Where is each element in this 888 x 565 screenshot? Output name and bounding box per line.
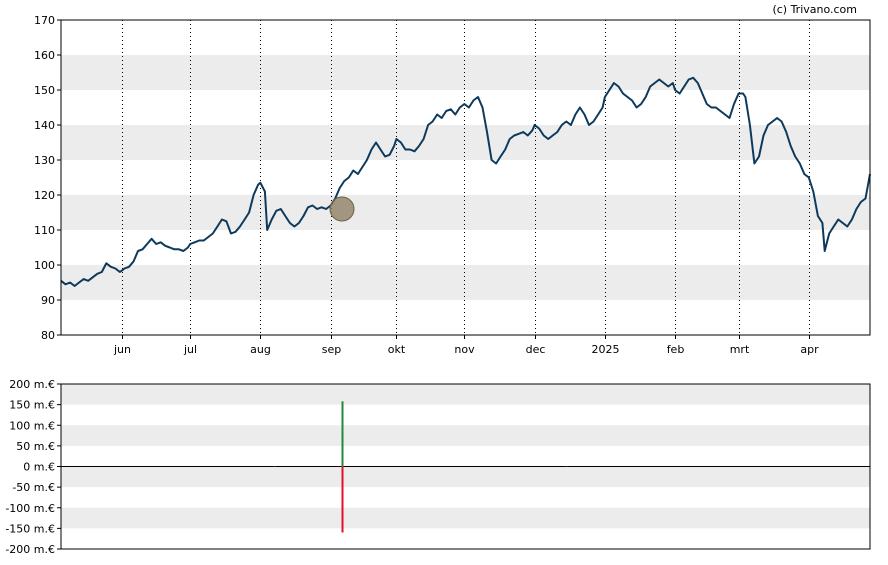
volume-y-tick-label: -200 m.€ (5, 543, 55, 556)
volume-bars (273, 401, 568, 533)
price-y-tick-label: 100 (34, 259, 55, 272)
price-series (60, 76, 871, 287)
volume-y-tick-label: -150 m.€ (5, 522, 55, 535)
price-x-tick-label: jul (183, 343, 197, 356)
volume-y-tick-label: 100 m.€ (9, 419, 55, 432)
price-line (60, 76, 871, 287)
price-y-tick-label: 140 (34, 119, 55, 132)
volume-y-tick-label: 200 m.€ (9, 378, 55, 391)
price-x-tick-label: jun (113, 343, 131, 356)
volume-y-tick-label: -50 m.€ (12, 481, 55, 494)
volume-y-tick-label: 50 m.€ (16, 440, 55, 453)
price-x-axis: jun jul aug sep okt nov dec 2025 feb mrt apr (113, 335, 819, 356)
price-x-tick-label: sep (322, 343, 341, 356)
price-band (61, 55, 870, 90)
volume-y-axis: 200 m.€ 150 m.€ 100 m.€ 50 m.€ 0 m.€ -50 m.€ -… (5, 378, 61, 556)
price-vertical-grid (122, 20, 810, 335)
price-band (61, 195, 870, 230)
price-y-tick-label: 160 (34, 49, 55, 62)
price-y-tick-label: 170 (34, 14, 55, 27)
volume-band (61, 384, 870, 405)
price-y-axis: 80 90 100 110 120 130 140 150 160 170 (34, 14, 61, 342)
price-x-tick-label: feb (667, 343, 685, 356)
price-band (61, 125, 870, 160)
volume-band (61, 425, 870, 446)
price-y-tick-label: 110 (34, 224, 55, 237)
price-y-tick-label: 90 (41, 294, 55, 307)
price-x-tick-label: apr (800, 343, 819, 356)
price-y-tick-label: 130 (34, 154, 55, 167)
price-x-tick-label: okt (388, 343, 406, 356)
price-marker-layer (329, 196, 355, 222)
price-bands (61, 55, 870, 300)
price-x-tick-label: mrt (730, 343, 750, 356)
price-x-tick-label: nov (454, 343, 475, 356)
volume-bands (61, 384, 870, 529)
price-x-tick-label: dec (526, 343, 546, 356)
price-y-tick-label: 120 (34, 189, 55, 202)
volume-band (61, 466, 870, 488)
volume-y-tick-label: 150 m.€ (9, 399, 55, 412)
price-panel: 80 90 100 110 120 130 140 150 160 170 jun jul aug se… (34, 14, 871, 356)
price-frame (60, 19, 871, 336)
price-marker (329, 196, 355, 222)
volume-band (61, 507, 870, 529)
credit-text: (c) Trivano.com (772, 3, 857, 16)
volume-panel: 200 m.€ 150 m.€ 100 m.€ 50 m.€ 0 m.€ -50 m.€ -… (5, 378, 871, 556)
volume-y-tick-label: 0 m.€ (23, 461, 55, 474)
price-x-tick-label: 2025 (592, 343, 620, 356)
price-x-tick-label: aug (250, 343, 271, 356)
volume-y-tick-label: -100 m.€ (5, 502, 55, 515)
price-band (61, 265, 870, 300)
price-y-tick-label: 80 (41, 329, 55, 342)
volume-frame (60, 383, 871, 550)
price-y-tick-label: 150 (34, 84, 55, 97)
